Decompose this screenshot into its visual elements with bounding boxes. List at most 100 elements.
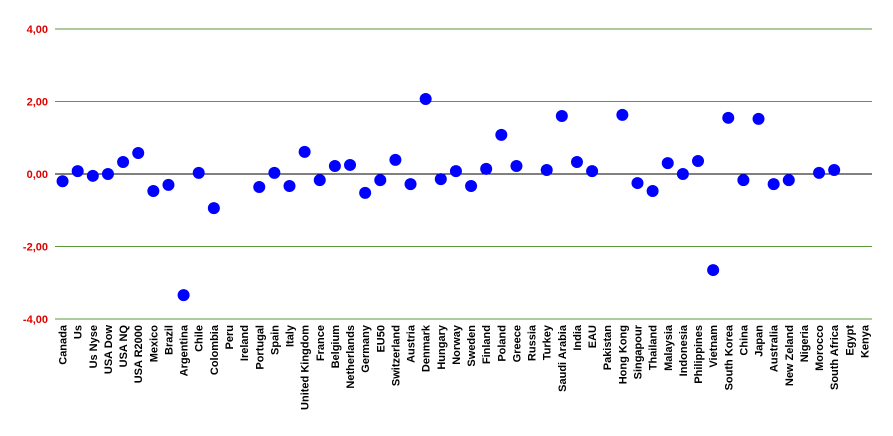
dot	[147, 185, 160, 198]
y-tick-label: 0,00	[27, 169, 48, 181]
dot	[298, 145, 311, 158]
x-tick-label: Singapour	[632, 324, 644, 379]
dot	[752, 112, 765, 125]
x-tick-label: USA NQ	[118, 325, 130, 368]
dot	[283, 179, 296, 192]
dot	[631, 177, 644, 190]
dot	[328, 160, 341, 173]
x-tick-label: Poland	[496, 325, 508, 362]
x-tick-label: Hong Kong	[617, 325, 629, 384]
dot	[132, 146, 145, 159]
x-tick-label: Morocco	[814, 325, 826, 371]
x-tick-label: Egypt	[844, 325, 856, 356]
x-tick-label: Nigeria	[799, 324, 811, 362]
x-tick-label: India	[572, 324, 584, 351]
x-tick-label: Thailand	[648, 325, 660, 370]
x-tick-label: Peru	[224, 325, 236, 349]
dot	[177, 289, 190, 302]
dot	[813, 166, 826, 179]
y-tick-label: 4,00	[27, 24, 48, 36]
dot	[207, 202, 220, 215]
dot	[374, 174, 387, 187]
x-tick-label: France	[315, 325, 327, 361]
dot	[86, 169, 99, 182]
x-tick-label: Malaysia	[663, 324, 675, 371]
x-tick-label: Japan	[754, 325, 766, 357]
x-tick-label: Italy	[285, 324, 297, 347]
x-tick-label: Switzerland	[390, 325, 402, 386]
dot	[570, 156, 583, 169]
dot	[661, 157, 674, 170]
x-tick-label: Colombia	[209, 324, 221, 375]
x-tick-label: Spain	[269, 325, 281, 355]
dot	[344, 158, 357, 171]
x-tick-label: Argentina	[179, 324, 191, 376]
dot	[449, 165, 462, 178]
x-tick-label: Norway	[451, 324, 463, 365]
x-tick-label: Canada	[58, 324, 70, 365]
x-tick-label: Belgium	[330, 325, 342, 369]
y-tick-label: 2,00	[27, 97, 48, 109]
dot	[162, 178, 175, 191]
y-tick-label: -4,00	[23, 314, 48, 326]
dot	[767, 178, 780, 191]
dot	[616, 108, 629, 121]
x-tick-label: New Zeland	[784, 325, 796, 386]
x-tick-label: South Korea	[723, 324, 735, 390]
dot	[510, 160, 523, 173]
dot	[676, 168, 689, 180]
x-tick-label: Portugal	[254, 325, 266, 370]
x-tick-label: Us	[73, 325, 85, 339]
x-tick-label: China	[738, 324, 750, 355]
x-tick-label: Chile	[194, 325, 206, 352]
x-tick-label: EAU	[587, 325, 599, 348]
x-tick-label: Greece	[511, 325, 523, 362]
dot	[692, 154, 705, 167]
dot	[101, 168, 114, 180]
x-tick-label: Mexico	[148, 325, 160, 363]
dot	[313, 174, 326, 187]
dot	[707, 264, 720, 277]
x-tick-label: Indonesia	[678, 324, 690, 376]
x-tick-label: United Kingdom	[300, 325, 312, 410]
x-tick-label: Pakistan	[602, 325, 614, 371]
dot	[434, 173, 447, 186]
x-tick-label: EU50	[375, 325, 387, 353]
x-tick-label: Hungary	[436, 324, 448, 370]
x-tick-label: Germany	[360, 324, 372, 373]
x-tick-label: Turkey	[542, 324, 554, 360]
x-tick-label: Russia	[527, 324, 539, 361]
dot	[480, 162, 493, 175]
dot	[253, 181, 266, 194]
y-tick-label: -2,00	[23, 242, 48, 254]
x-tick-label: Austria	[406, 324, 418, 363]
dot	[828, 164, 841, 177]
x-tick-label: Denmark	[421, 324, 433, 372]
dot	[540, 164, 553, 177]
dot	[404, 178, 417, 191]
x-tick-label: Kenya	[859, 324, 871, 358]
x-tick-label: Brazil	[163, 325, 175, 355]
dot	[782, 174, 795, 187]
x-tick-label: Australia	[769, 324, 781, 372]
x-tick-label: Ireland	[239, 325, 251, 361]
x-tick-label: Sweden	[466, 325, 478, 367]
dot	[555, 110, 568, 122]
x-tick-label: USA Dow	[103, 325, 115, 375]
dot	[56, 175, 69, 188]
x-tick-label: Us Nyse	[88, 325, 100, 368]
dot	[389, 153, 402, 166]
x-tick-label: South Africa	[829, 324, 841, 390]
x-tick-label: Finland	[481, 325, 493, 364]
x-tick-label: Netherlands	[345, 325, 357, 389]
dot	[117, 156, 130, 169]
x-tick-label: USA R2000	[133, 325, 145, 383]
dot	[495, 128, 508, 141]
x-tick-label: Saudi Arabia	[557, 324, 569, 392]
dot	[192, 166, 205, 179]
dot	[646, 185, 659, 198]
x-tick-label: Vietnam	[708, 325, 720, 368]
dot	[465, 179, 478, 192]
dot	[359, 186, 372, 199]
